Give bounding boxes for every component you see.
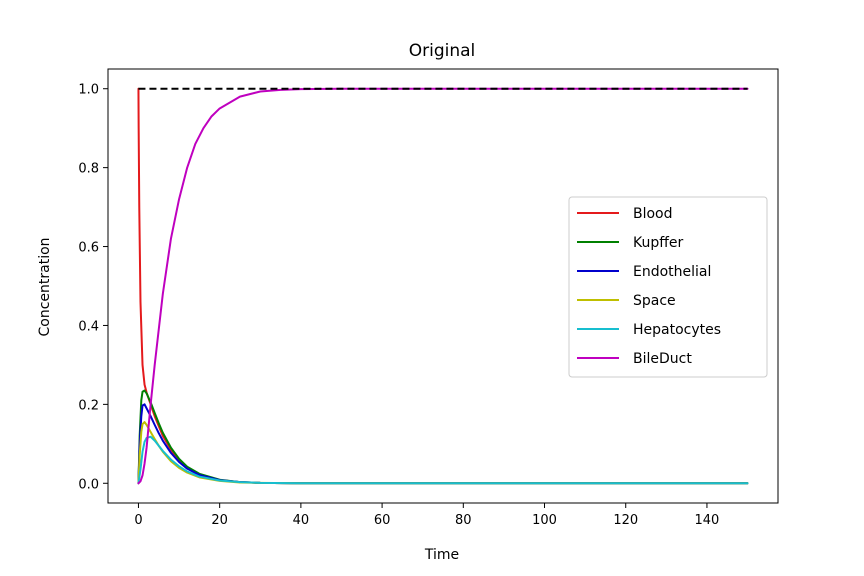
legend-label-hepatocytes: Hepatocytes [633, 322, 721, 338]
x-tick-label: 80 [455, 513, 472, 528]
x-tick-label: 140 [695, 513, 720, 528]
y-tick-label: 0.6 [78, 241, 99, 256]
y-tick-label: 0.2 [78, 398, 99, 413]
x-tick-label: 20 [211, 513, 228, 528]
x-tick-label: 40 [293, 513, 310, 528]
x-tick-label: 120 [613, 513, 638, 528]
y-tick-label: 0.0 [78, 477, 99, 492]
chart-title: Original [409, 41, 476, 61]
plot-frame [107, 68, 779, 504]
x-tick-label: 100 [532, 513, 557, 528]
x-tick-label: 60 [374, 513, 391, 528]
y-tick-label: 0.4 [78, 319, 99, 334]
legend-label-kupffer: Kupffer [633, 235, 684, 251]
legend-label-bileduct: BileDuct [633, 351, 692, 367]
legend-label-space: Space [633, 293, 676, 309]
legend-label-blood: Blood [633, 206, 673, 222]
y-tick-label: 1.0 [78, 83, 99, 98]
legend-frame [568, 196, 768, 378]
legend-label-endothelial: Endothelial [633, 264, 711, 280]
x-axis-label: Time [424, 547, 459, 563]
y-tick-label: 0.8 [78, 162, 99, 177]
y-axis-label: Concentration [37, 237, 53, 336]
legend: Blood Kupffer Endothelial Space Hepatocytes B… [568, 196, 768, 378]
x-tick-label: 0 [134, 513, 142, 528]
series-line-bileduct [137, 87, 749, 485]
series-line-hepatocytes [137, 435, 749, 485]
